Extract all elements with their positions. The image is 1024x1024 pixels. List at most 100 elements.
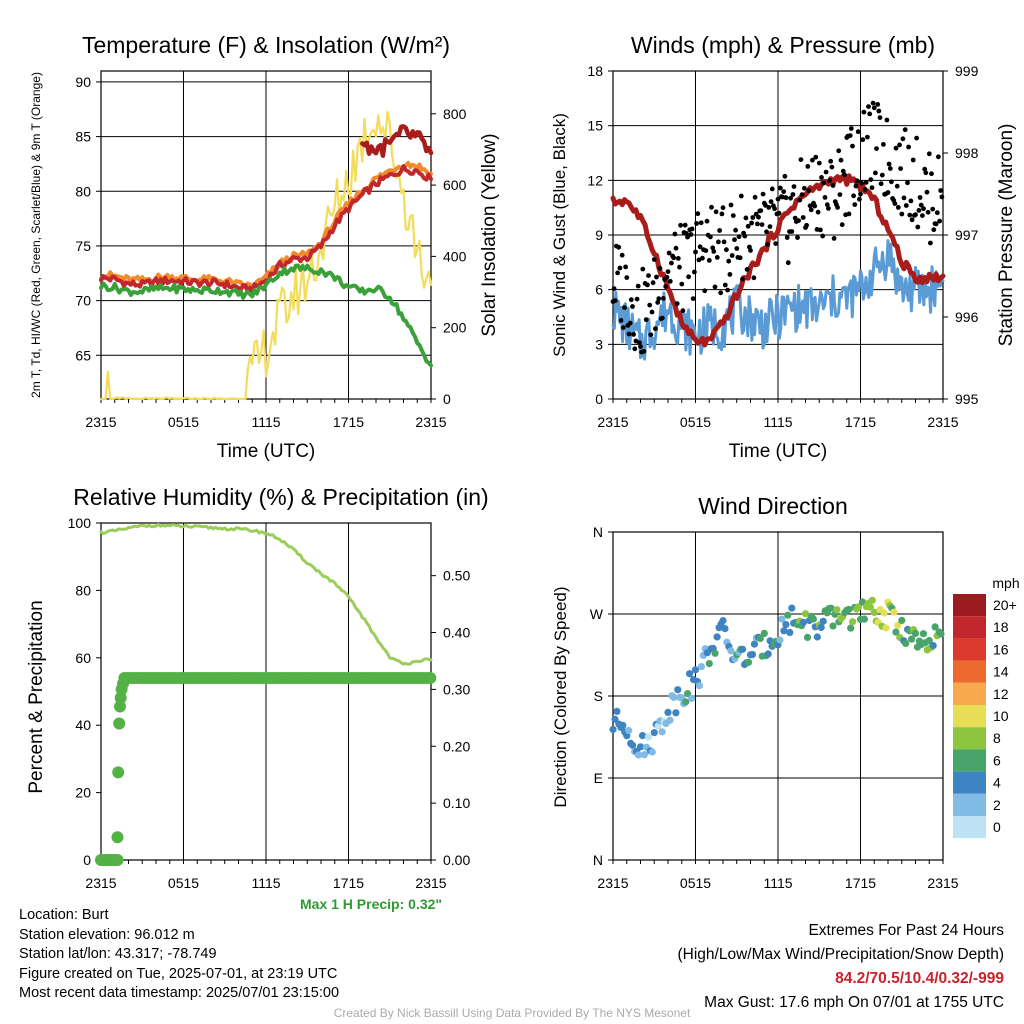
gust-point [836, 148, 842, 154]
gust-point [683, 231, 689, 236]
y-tick-label: 20 [75, 785, 91, 801]
y-tick-label: E [594, 770, 603, 786]
gust-point [842, 172, 847, 178]
gust-point [804, 222, 809, 228]
y-tick-label: 80 [75, 582, 91, 598]
gust-point [857, 196, 862, 202]
y2-tick-label: 200 [443, 320, 467, 336]
gust-point [672, 231, 678, 237]
gust-point [619, 252, 625, 258]
direction-point [849, 618, 857, 626]
direction-point [619, 721, 627, 730]
gust-point [937, 218, 942, 224]
legend-swatch [953, 816, 986, 839]
direction-point [870, 608, 878, 617]
y2-tick-label: 995 [955, 391, 979, 407]
direction-point [925, 636, 933, 645]
legend-swatch [953, 749, 986, 772]
chart-title: Winds (mph) & Pressure (mb) [631, 32, 935, 58]
y-tick-label: S [594, 688, 603, 704]
gust-point [680, 308, 686, 314]
gust-point [816, 160, 822, 166]
direction-point [727, 647, 735, 655]
gust-point [830, 183, 836, 188]
legend-swatch [953, 682, 986, 705]
gust-point [840, 168, 846, 174]
gust-point [726, 258, 732, 264]
gust-point [777, 185, 783, 191]
plot-frame [612, 70, 944, 400]
gust-point [862, 187, 868, 192]
gust-point [675, 256, 681, 261]
legend-swatch [953, 638, 986, 661]
direction-point [611, 715, 619, 723]
gust-point [835, 205, 840, 210]
direction-point [739, 645, 747, 653]
gust-point [698, 220, 704, 226]
gust-point [905, 180, 910, 186]
gust-point [805, 164, 811, 169]
gust-point [847, 133, 853, 139]
gust-point [634, 296, 640, 302]
x-tick-label: 1115 [763, 875, 792, 891]
gust-point [649, 309, 655, 315]
direction-point [778, 615, 786, 623]
direction-point [817, 623, 825, 632]
gust-point [783, 195, 789, 201]
y-axis-label: Percent & Precipitation [26, 600, 47, 793]
gust-point [846, 211, 852, 217]
direction-point [613, 707, 621, 716]
direction-point [697, 663, 706, 671]
credit-line: Created By Nick Bassill Using Data Provi… [333, 1006, 691, 1020]
direction-point [644, 733, 653, 741]
y2-tick-label: 0 [443, 391, 451, 407]
y2-tick-label: 999 [955, 63, 979, 79]
y2-tick-label: 0.30 [443, 681, 470, 697]
gust-point [703, 248, 709, 254]
gust-point [800, 215, 806, 220]
direction-point [894, 621, 902, 629]
gust-point [640, 266, 646, 272]
gust-point [736, 234, 742, 240]
gust-point [873, 170, 878, 176]
gust-point [653, 326, 658, 332]
gust-point [622, 305, 627, 310]
direction-point [672, 709, 680, 717]
gust-point [827, 178, 832, 183]
gust-point [854, 178, 860, 184]
gust-point [737, 255, 743, 261]
gust-point [860, 137, 866, 143]
gust-point [775, 196, 781, 202]
gust-point [781, 189, 787, 195]
gust-point [717, 228, 722, 233]
gust-point [694, 221, 699, 226]
gust-point [766, 205, 772, 210]
gust-point [764, 229, 769, 235]
direction-point [902, 639, 910, 648]
precip-point [111, 831, 124, 844]
y2-axis-label: Solar Insolation (Yellow) [479, 133, 500, 336]
gust-point [776, 210, 782, 216]
y2-axis-label: Station Pressure (Maroon) [996, 124, 1017, 347]
gust-point [666, 250, 672, 256]
x-tick-label: 0515 [168, 875, 199, 891]
gust-point [806, 188, 812, 194]
gust-point [651, 257, 657, 262]
gust-point [789, 229, 795, 234]
gust-point [799, 192, 805, 198]
y-tick-label: 90 [75, 74, 91, 90]
gust-point [785, 260, 791, 266]
gust-point [897, 142, 902, 148]
precip-point [113, 717, 126, 730]
precip-point [114, 700, 126, 713]
gust-point [663, 284, 669, 289]
gust-point [796, 218, 801, 224]
direction-point [711, 649, 719, 657]
gust-point [714, 255, 720, 260]
gust-point [631, 332, 636, 337]
gust-point [815, 209, 821, 215]
gust-point [758, 208, 764, 214]
gust-point [751, 275, 757, 281]
gust-point [685, 234, 690, 240]
legend-label: 18 [993, 619, 1009, 635]
